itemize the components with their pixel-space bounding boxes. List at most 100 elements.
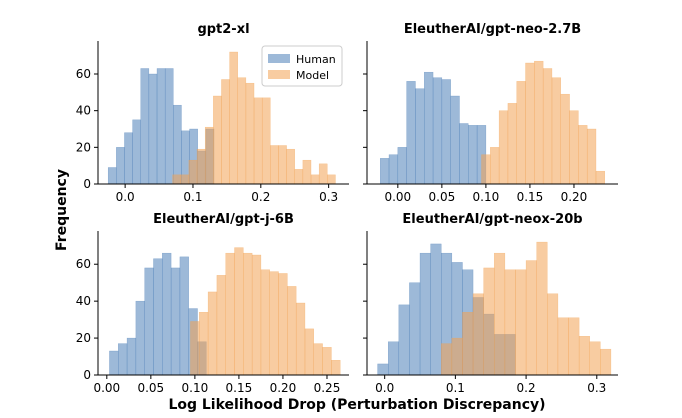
series-model <box>441 241 612 376</box>
subplot-grid: 0.0 0.1 0.2 0.30204060gpt2-xlHumanModel0.00… <box>76 22 618 395</box>
bar-model <box>494 252 506 376</box>
x-tick-label: 0.25 <box>314 381 341 395</box>
bar-model <box>243 252 253 376</box>
bar-human <box>126 337 137 376</box>
bar-human <box>432 77 443 185</box>
bar-model <box>578 336 590 376</box>
bar-model <box>304 328 314 376</box>
subplot-4: 0.0 0.1 0.2 0.3 EleutherAI/gpt-neox-20b <box>363 212 618 395</box>
bar-model <box>225 252 235 376</box>
x-tick-label: 0.10 <box>182 381 209 395</box>
bar-human <box>406 81 416 185</box>
bar-model <box>253 97 263 185</box>
subplot-1: 0.0 0.1 0.2 0.3 0 20 40 60 gpt2-xl Human Model <box>76 22 349 204</box>
bar-model <box>261 97 271 185</box>
series-model <box>481 60 605 185</box>
bar-human <box>377 363 389 376</box>
bar-model <box>286 148 295 185</box>
x-tick-label: 0.0 <box>375 381 394 395</box>
bar-model <box>472 293 484 376</box>
bar-model <box>318 163 328 185</box>
bar-human <box>132 119 141 185</box>
x-tick-label: 0.00 <box>93 381 120 395</box>
bar-human <box>419 252 431 376</box>
x-tick-label: 0.0 <box>116 190 135 204</box>
bar-model <box>525 260 537 376</box>
bar-model <box>188 159 198 185</box>
subplot-title: EleutherAI/gpt-neo-2.7B <box>404 22 581 37</box>
bar-human <box>409 282 421 376</box>
bar-model <box>270 145 279 185</box>
subplot-2: 0.00 0.05 0.10 0.15 0.20 EleutherAI/gpt-neo-2… <box>363 22 618 204</box>
bar-model <box>536 241 548 376</box>
bar-model <box>234 247 244 376</box>
y-tick-label: 40 <box>76 104 91 118</box>
bar-model <box>490 147 500 185</box>
bar-model <box>534 60 544 185</box>
x-tick-label: 0.3 <box>587 381 606 395</box>
bar-model <box>229 51 238 185</box>
subplot-title: EleutherAI/gpt-j-6B <box>153 212 294 227</box>
legend-swatch-human <box>268 54 290 63</box>
bar-human <box>135 300 145 376</box>
bar-model <box>498 110 509 185</box>
bar-model <box>310 174 320 185</box>
bar-human <box>164 68 174 185</box>
bar-model <box>516 81 526 185</box>
bar-human <box>459 123 469 185</box>
bar-model <box>287 286 297 376</box>
bar-model <box>180 174 190 185</box>
bar-model <box>302 159 312 185</box>
y-tick-label: 0 <box>83 368 91 382</box>
legend-label-human: Human <box>296 53 336 66</box>
bar-human <box>124 132 133 185</box>
y-axis-label: Frequency <box>54 169 70 251</box>
bar-model <box>451 337 463 376</box>
bar-model <box>295 302 306 376</box>
x-tick-label: 0.2 <box>517 381 536 395</box>
bar-human <box>397 147 407 185</box>
bar-human <box>170 267 181 376</box>
bar-model <box>589 341 601 376</box>
bar-human <box>398 304 410 376</box>
subplot-title: EleutherAI/gpt-neox-20b <box>402 212 582 227</box>
bar-model <box>525 62 535 185</box>
bar-model <box>260 269 270 376</box>
bar-model <box>569 110 579 185</box>
x-tick-label: 0.15 <box>226 381 253 395</box>
bar-human <box>380 158 390 185</box>
y-tick-label: 60 <box>76 257 91 271</box>
bar-model <box>551 77 561 185</box>
bar-model <box>481 154 491 185</box>
bar-model <box>560 93 570 185</box>
x-tick-label: 0.05 <box>429 190 456 204</box>
x-tick-label: 0.10 <box>473 190 500 204</box>
bar-model <box>595 170 605 185</box>
bar-human <box>430 243 442 376</box>
legend-label-model: Model <box>296 69 329 82</box>
bar-model <box>313 343 323 376</box>
bar-model <box>245 82 255 185</box>
bar-model <box>237 77 247 185</box>
bar-model <box>462 312 474 376</box>
x-tick-label: 0.20 <box>561 190 588 204</box>
bar-model <box>441 343 453 376</box>
bar-model <box>586 128 597 185</box>
x-tick-label: 0.20 <box>270 381 297 395</box>
bar-model <box>278 273 288 376</box>
x-tick-label: 0.15 <box>517 190 544 204</box>
series-model <box>172 51 336 185</box>
x-tick-label: 0.2 <box>251 190 270 204</box>
y-tick-label: 20 <box>76 331 91 345</box>
bar-model <box>568 317 580 376</box>
bar-model <box>542 68 553 185</box>
bar-model <box>294 169 304 185</box>
bar-human <box>441 79 451 185</box>
bar-human <box>153 258 163 376</box>
bar-model <box>557 317 569 376</box>
legend: Human Model <box>261 45 343 87</box>
bar-model <box>204 126 214 185</box>
series-human <box>380 71 487 185</box>
bar-human <box>162 252 172 376</box>
